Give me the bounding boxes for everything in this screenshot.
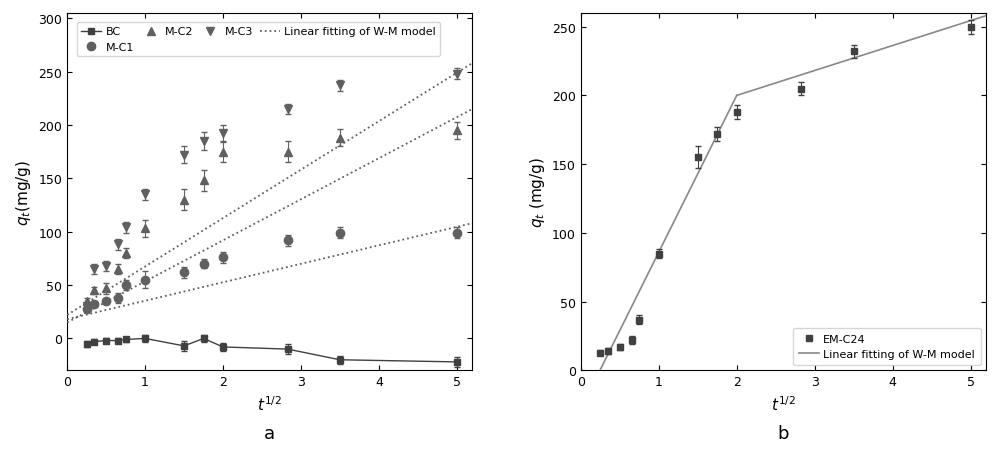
Legend: BC, M-C1, M-C2, M-C3, Linear fitting of W-M model: BC, M-C1, M-C2, M-C3, Linear fitting of … xyxy=(77,23,440,57)
Y-axis label: $q_t$ (mg/g): $q_t$ (mg/g) xyxy=(528,157,547,228)
X-axis label: $t^{1/2}$: $t^{1/2}$ xyxy=(771,394,796,413)
Y-axis label: $q_t$(mg/g): $q_t$(mg/g) xyxy=(14,159,33,225)
Text: b: b xyxy=(778,424,789,442)
Text: a: a xyxy=(264,424,275,442)
Legend: EM-C24, Linear fitting of W-M model: EM-C24, Linear fitting of W-M model xyxy=(793,329,981,365)
X-axis label: $t^{1/2}$: $t^{1/2}$ xyxy=(257,394,282,413)
